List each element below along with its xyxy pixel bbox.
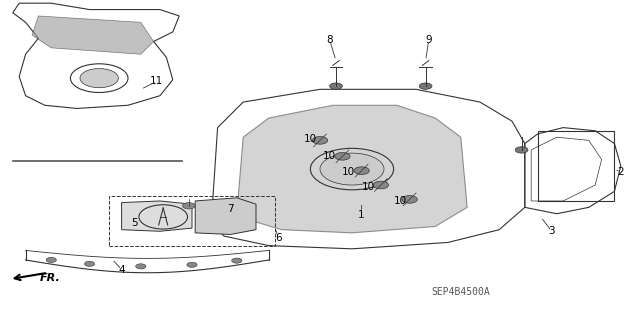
Text: 5: 5 [131, 218, 138, 228]
Polygon shape [32, 16, 154, 54]
Circle shape [373, 181, 388, 189]
Text: 7: 7 [227, 204, 234, 214]
Circle shape [312, 137, 328, 144]
Text: 8: 8 [326, 35, 333, 45]
Circle shape [320, 153, 384, 185]
Text: 10: 10 [304, 134, 317, 144]
Text: 1: 1 [358, 210, 365, 220]
Text: SEP4B4500A: SEP4B4500A [431, 287, 490, 297]
Circle shape [330, 83, 342, 89]
Text: 10: 10 [323, 151, 336, 161]
Text: 10: 10 [394, 196, 406, 206]
Text: 10: 10 [362, 182, 374, 192]
Circle shape [419, 83, 432, 89]
Text: 11: 11 [150, 76, 163, 86]
Polygon shape [195, 198, 256, 234]
Circle shape [354, 167, 369, 174]
Circle shape [187, 262, 197, 267]
Bar [538, 131, 614, 201]
Text: 4: 4 [118, 264, 125, 275]
Circle shape [402, 196, 417, 203]
Polygon shape [122, 201, 192, 231]
Circle shape [46, 257, 56, 263]
Text: 10: 10 [342, 167, 355, 177]
Circle shape [80, 69, 118, 88]
Bar [109, 196, 275, 246]
Circle shape [232, 258, 242, 263]
Circle shape [335, 152, 350, 160]
Text: 2: 2 [618, 167, 624, 177]
Text: 3: 3 [548, 226, 555, 236]
Text: 6: 6 [275, 233, 282, 243]
Text: 9: 9 [426, 35, 432, 45]
Circle shape [515, 147, 528, 153]
Circle shape [182, 203, 195, 209]
Text: FR.: FR. [40, 272, 60, 283]
Circle shape [136, 264, 146, 269]
Circle shape [84, 261, 95, 266]
Polygon shape [237, 105, 467, 233]
